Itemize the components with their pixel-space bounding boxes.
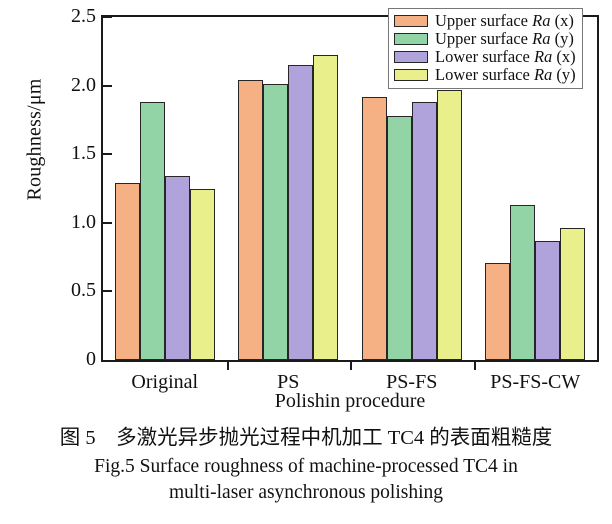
legend-swatch-icon <box>394 33 428 45</box>
x-tick-label-ps-fs-cw: PS-FS-CW <box>490 371 581 393</box>
bar <box>436 89 462 360</box>
bar <box>361 96 387 360</box>
legend-item[interactable]: Lower surface Ra (x) <box>394 48 576 66</box>
plot-frame-right <box>597 15 599 362</box>
bar <box>189 188 215 360</box>
bar <box>114 183 140 360</box>
x-axis-title: Polishin procedure <box>274 390 426 412</box>
y-tick-mark <box>103 16 112 18</box>
plot-frame-top <box>101 15 599 17</box>
bar <box>164 176 190 360</box>
caption-chinese: 图 5 多激光异步抛光过程中机加工 TC4 的表面粗糙度 <box>59 427 553 449</box>
bar <box>313 55 339 360</box>
x-tick-mark <box>226 362 229 370</box>
legend-label: Upper surface Ra (y) <box>435 28 574 48</box>
y-tick-mark <box>103 153 112 156</box>
figure-caption: 图 5 多激光异步抛光过程中机加工 TC4 的表面粗糙度 Fig.5 Surfa… <box>0 424 612 506</box>
legend-swatch-icon <box>394 15 428 27</box>
bar <box>535 240 561 360</box>
caption-english-line2: multi-laser asynchronous polishing <box>168 482 444 504</box>
y-tick-mark <box>103 290 112 293</box>
x-tick-mark <box>473 362 476 370</box>
legend-item[interactable]: Upper surface Ra (x) <box>394 12 576 30</box>
chart-legend: Upper surface Ra (x) Upper surface Ra (y)… <box>388 8 583 89</box>
bar <box>238 80 264 360</box>
bar <box>139 102 165 360</box>
x-tick-label-original: Original <box>131 371 199 393</box>
caption-english-line1: Fig.5 Surface roughness of machine-proce… <box>94 455 518 477</box>
x-tick-label-ps: PS <box>277 371 300 393</box>
bar-chart-plot: Roughness/μm Polishin procedure 0 0.5 1.0 1… <box>24 5 599 412</box>
legend-label: Upper surface Ra (x) <box>435 10 574 30</box>
legend-swatch-icon <box>394 69 428 81</box>
y-axis-line <box>101 15 103 362</box>
y-tick-mark <box>103 221 112 224</box>
x-tick-mark <box>350 362 352 370</box>
bar <box>386 115 412 360</box>
y-tick-mark <box>103 84 112 87</box>
x-axis-line <box>101 360 599 362</box>
legend-label: Lower surface Ra (y) <box>435 64 576 84</box>
y-tick-label-text: 0.5 <box>71 279 96 302</box>
bar <box>560 228 586 360</box>
y-tick-label-text: 1.5 <box>71 142 96 165</box>
y-tick-label-text: 2.0 <box>71 73 96 96</box>
x-tick-label-ps-fs: PS-FS <box>386 371 438 393</box>
bar <box>411 102 437 360</box>
bar <box>510 204 536 360</box>
bar <box>485 262 511 360</box>
y-tick-label-text: 0 <box>86 348 96 370</box>
y-tick-label-text: 2.5 <box>71 5 96 27</box>
y-tick-label-text: 1.0 <box>71 210 96 233</box>
legend-item[interactable]: Upper surface Ra (y) <box>394 30 576 48</box>
bar <box>288 65 314 360</box>
legend-label: Lower surface Ra (x) <box>435 46 576 66</box>
bar <box>263 84 289 360</box>
legend-item[interactable]: Lower surface Ra (y) <box>394 66 576 84</box>
legend-swatch-icon <box>394 51 428 63</box>
